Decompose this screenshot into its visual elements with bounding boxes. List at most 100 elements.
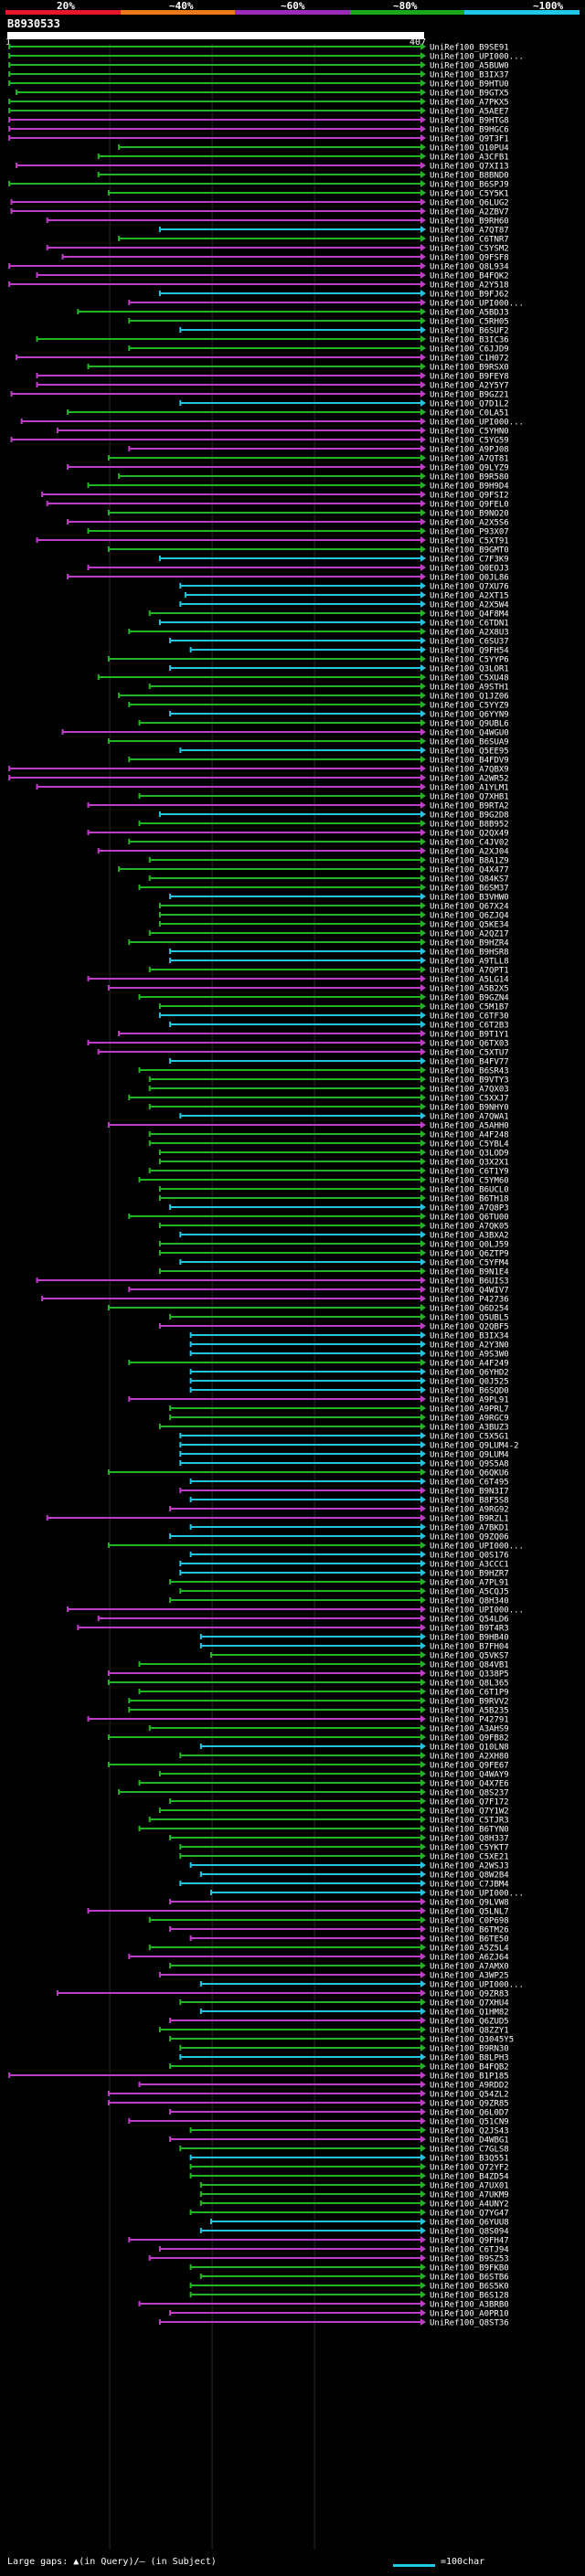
hit-label[interactable]: UniRef100_C5YYP6 xyxy=(430,656,509,665)
hit-label[interactable]: UniRef100_Q9LYZ9 xyxy=(430,464,509,473)
hit-label[interactable]: UniRef100_B9H9D4 xyxy=(430,482,509,492)
hit-label[interactable]: UniRef100_Q9T3F1 xyxy=(430,135,509,144)
hit-label[interactable]: UniRef100_B9GZN4 xyxy=(430,994,509,1003)
hit-label[interactable]: UniRef100_Q2JS43 xyxy=(430,2127,509,2136)
hit-label[interactable]: UniRef100_UPI000... xyxy=(430,1542,524,1552)
hit-label[interactable]: UniRef100_Q5KE34 xyxy=(430,921,509,930)
hit-label[interactable]: UniRef100_UPI000... xyxy=(430,1606,524,1616)
hit-label[interactable]: UniRef100_B9HSR8 xyxy=(430,949,509,958)
hit-label[interactable]: UniRef100_Q9S5A8 xyxy=(430,1460,509,1469)
hit-label[interactable]: UniRef100_C5Y5K1 xyxy=(430,190,509,199)
hit-label[interactable]: UniRef100_C1H072 xyxy=(430,355,509,364)
hit-label[interactable]: UniRef100_B1P185 xyxy=(430,2072,509,2082)
hit-label[interactable]: UniRef100_B9NHY0 xyxy=(430,1104,509,1113)
hit-label[interactable]: UniRef100_A7PKX5 xyxy=(430,99,509,108)
hit-label[interactable]: UniRef100_Q8S094 xyxy=(430,2228,509,2237)
hit-label[interactable]: UniRef100_P42736 xyxy=(430,1296,509,1305)
hit-label[interactable]: UniRef100_Q6ZTP9 xyxy=(430,1250,509,1259)
hit-label[interactable]: UniRef100_Q84KS7 xyxy=(430,875,509,885)
hit-label[interactable]: UniRef100_C5YBL4 xyxy=(430,1140,509,1150)
hit-label[interactable]: UniRef100_B9HGC6 xyxy=(430,126,509,135)
hit-label[interactable]: UniRef100_A5BDJ3 xyxy=(430,309,509,318)
hit-label[interactable]: UniRef100_C5XE21 xyxy=(430,1853,509,1862)
hit-label[interactable]: UniRef100_C0LA51 xyxy=(430,409,509,419)
hit-label[interactable]: UniRef100_B8LPH3 xyxy=(430,2054,509,2063)
hit-label[interactable]: UniRef100_A7QPT1 xyxy=(430,967,509,976)
hit-label[interactable]: UniRef100_Q8L365 xyxy=(430,1680,509,1689)
hit-label[interactable]: UniRef100_B4ZD54 xyxy=(430,2173,509,2182)
hit-label[interactable]: UniRef100_Q7XHB1 xyxy=(430,793,509,802)
hit-label[interactable]: UniRef100_C6TF30 xyxy=(430,1012,509,1022)
hit-label[interactable]: UniRef100_B9SE91 xyxy=(430,44,509,53)
hit-label[interactable]: UniRef100_B3VHW0 xyxy=(430,894,509,903)
hit-label[interactable]: UniRef100_Q3LOR1 xyxy=(430,665,509,674)
hit-label[interactable]: UniRef100_Q5UBL5 xyxy=(430,1314,509,1323)
hit-label[interactable]: UniRef100_A5CQJ5 xyxy=(430,1588,509,1597)
hit-label[interactable]: UniRef100_A5B2X5 xyxy=(430,985,509,994)
hit-label[interactable]: UniRef100_Q338P5 xyxy=(430,1670,509,1680)
hit-label[interactable]: UniRef100_A3AHS9 xyxy=(430,1725,509,1734)
hit-label[interactable]: UniRef100_A7UX01 xyxy=(430,2182,509,2191)
hit-label[interactable]: UniRef100_A7AMX0 xyxy=(430,1963,509,1972)
hit-label[interactable]: UniRef100_Q4WIV7 xyxy=(430,1287,509,1296)
hit-label[interactable]: UniRef100_Q2QBF5 xyxy=(430,1323,509,1332)
hit-label[interactable]: UniRef100_B6UIS3 xyxy=(430,1277,509,1287)
hit-label[interactable]: UniRef100_B9SZ53 xyxy=(430,2255,509,2264)
hit-label[interactable]: UniRef100_A2X8U3 xyxy=(430,629,509,638)
hit-label[interactable]: UniRef100_Q7Y1W2 xyxy=(430,1807,509,1817)
hit-label[interactable]: UniRef100_C5XXJ7 xyxy=(430,1095,509,1104)
hit-label[interactable]: UniRef100_C5M1B7 xyxy=(430,1003,509,1012)
hit-label[interactable]: UniRef100_B3IC36 xyxy=(430,336,509,345)
hit-label[interactable]: UniRef100_A7PL91 xyxy=(430,1579,509,1588)
hit-label[interactable]: UniRef100_C6T1P9 xyxy=(430,1689,509,1698)
hit-label[interactable]: UniRef100_Q9FSF8 xyxy=(430,254,509,263)
hit-label[interactable]: UniRef100_B6SQD0 xyxy=(430,1387,509,1396)
hit-label[interactable]: UniRef100_Q6TX03 xyxy=(430,1040,509,1049)
hit-label[interactable]: UniRef100_Q9ZR85 xyxy=(430,2100,509,2109)
hit-label[interactable]: UniRef100_B4FDV9 xyxy=(430,757,509,766)
hit-label[interactable]: UniRef100_C5YHN0 xyxy=(430,428,509,437)
hit-label[interactable]: UniRef100_UPI000... xyxy=(430,300,524,309)
hit-label[interactable]: UniRef100_C5RH05 xyxy=(430,318,509,327)
hit-label[interactable]: UniRef100_Q8S237 xyxy=(430,1789,509,1798)
hit-label[interactable]: UniRef100_B9RZL1 xyxy=(430,1515,509,1524)
hit-label[interactable]: UniRef100_B8B952 xyxy=(430,821,509,830)
hit-label[interactable]: UniRef100_Q7XHU4 xyxy=(430,1999,509,2009)
hit-label[interactable]: UniRef100_C6T1Y9 xyxy=(430,1168,509,1177)
hit-label[interactable]: UniRef100_Q6L0D7 xyxy=(430,2109,509,2118)
hit-label[interactable]: UniRef100_A7Q8P3 xyxy=(430,1204,509,1214)
hit-label[interactable]: UniRef100_Q8H337 xyxy=(430,1835,509,1844)
hit-label[interactable]: UniRef100_Q0LJ59 xyxy=(430,1241,509,1250)
hit-label[interactable]: UniRef100_C6JJD9 xyxy=(430,345,509,355)
hit-label[interactable]: UniRef100_UPI000... xyxy=(430,1981,524,1990)
hit-label[interactable]: UniRef100_Q4X477 xyxy=(430,866,509,875)
hit-label[interactable]: UniRef100_B6TH18 xyxy=(430,1195,509,1204)
hit-label[interactable]: UniRef100_C5XT91 xyxy=(430,537,509,546)
hit-label[interactable]: UniRef100_B6S5K0 xyxy=(430,2283,509,2292)
hit-label[interactable]: UniRef100_A7QK05 xyxy=(430,1223,509,1232)
hit-label[interactable]: UniRef100_Q6QKU6 xyxy=(430,1469,509,1479)
hit-label[interactable]: UniRef100_Q3X2X1 xyxy=(430,1159,509,1168)
hit-label[interactable]: UniRef100_Q9FSI2 xyxy=(430,492,509,501)
hit-label[interactable]: UniRef100_A9RDD2 xyxy=(430,2082,509,2091)
hit-label[interactable]: UniRef100_A5B235 xyxy=(430,1707,509,1716)
hit-label[interactable]: UniRef100_A2XT15 xyxy=(430,592,509,601)
hit-label[interactable]: UniRef100_Q4X7E6 xyxy=(430,1780,509,1789)
hit-label[interactable]: UniRef100_C5YYZ9 xyxy=(430,702,509,711)
hit-label[interactable]: UniRef100_A9PJ08 xyxy=(430,446,509,455)
hit-label[interactable]: UniRef100_B6UCL0 xyxy=(430,1186,509,1195)
hit-label[interactable]: UniRef100_Q9ZR83 xyxy=(430,1990,509,1999)
hit-label[interactable]: UniRef100_Q51CN9 xyxy=(430,2118,509,2127)
hit-label[interactable]: UniRef100_A5AHH0 xyxy=(430,1122,509,1131)
hit-label[interactable]: UniRef100_A3WP25 xyxy=(430,1972,509,1981)
hit-label[interactable]: UniRef100_Q1JZ06 xyxy=(430,693,509,702)
hit-label[interactable]: UniRef100_Q9FB82 xyxy=(430,1734,509,1744)
hit-label[interactable]: UniRef100_B9N3I7 xyxy=(430,1488,509,1497)
hit-label[interactable]: UniRef100_A7QWA1 xyxy=(430,1113,509,1122)
hit-label[interactable]: UniRef100_A4F249 xyxy=(430,1360,509,1369)
hit-label[interactable]: UniRef100_A7QX03 xyxy=(430,1086,509,1095)
hit-label[interactable]: UniRef100_B9T4R3 xyxy=(430,1625,509,1634)
hit-label[interactable]: UniRef100_Q9FEL0 xyxy=(430,501,509,510)
hit-label[interactable]: UniRef100_Q4WAY9 xyxy=(430,1771,509,1780)
hit-label[interactable]: UniRef100_A9RGC9 xyxy=(430,1415,509,1424)
